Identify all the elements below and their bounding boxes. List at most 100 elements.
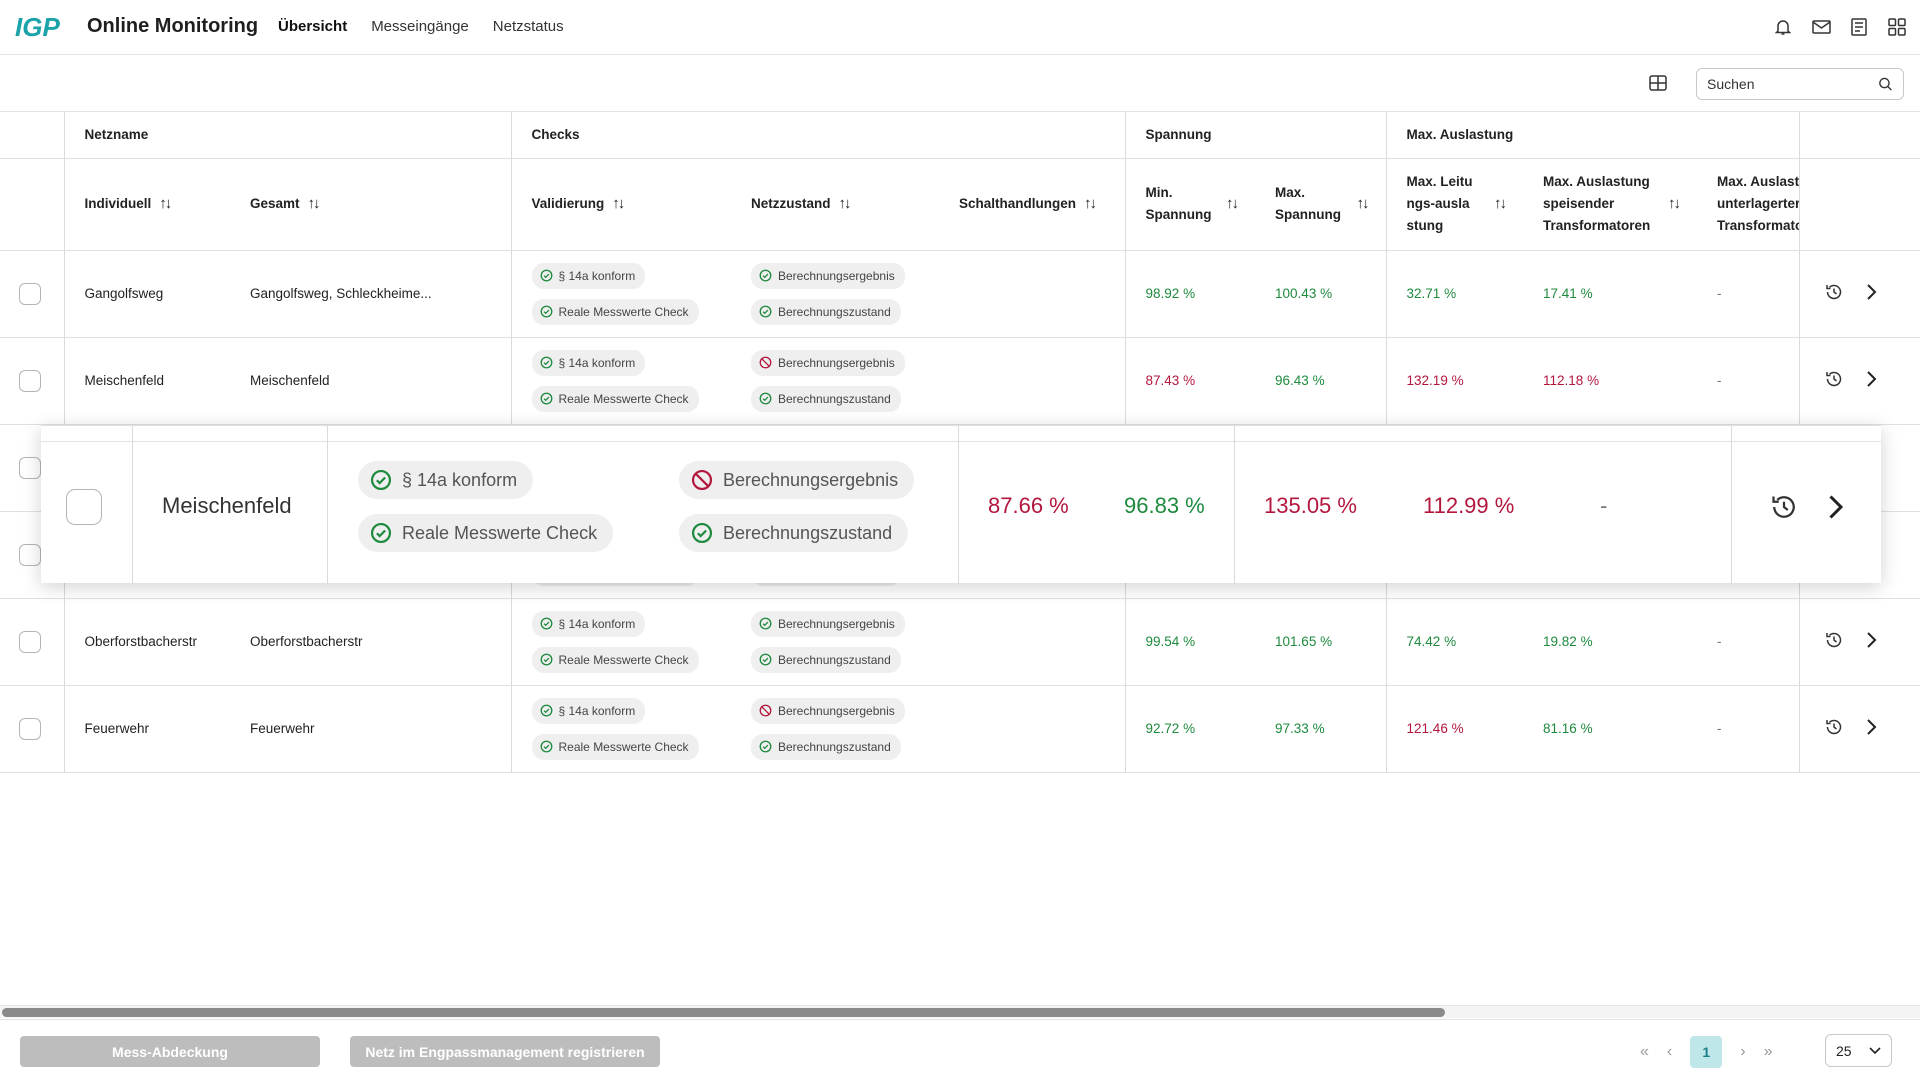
prev-page-icon[interactable]: ‹ [1666, 1043, 1673, 1060]
table-toolbar [0, 56, 1920, 112]
search-box [1696, 68, 1904, 100]
col-gesamt[interactable]: Gesamt ↑↓ [230, 158, 511, 251]
table-row[interactable]: Gangolfsweg Gangolfsweg, Schleckheime... §… [0, 250, 1920, 338]
bell-icon[interactable] [1772, 16, 1794, 38]
row-checkbox[interactable] [19, 717, 41, 740]
sort-icon[interactable]: ↑↓ [838, 195, 852, 213]
table-row[interactable]: Meischenfeld Meischenfeld § 14a konform Rea… [0, 337, 1920, 425]
col-individuell[interactable]: Individuell ↑↓ [63, 158, 230, 251]
search-input[interactable] [1707, 76, 1879, 92]
nav-uebersicht[interactable]: Übersicht [278, 18, 348, 35]
cell-gesamt: Oberforstbacherstr [230, 598, 511, 686]
search-icon[interactable] [1878, 76, 1893, 92]
preview-unterlagert: - [1600, 493, 1608, 518]
col-min-spannung[interactable]: Min. Spannung ↑↓ [1124, 158, 1256, 251]
cell-leitung: 132.19 % [1385, 337, 1524, 425]
sort-icon[interactable]: ↑↓ [1494, 195, 1507, 212]
cell-speisend: 17.41 % [1523, 250, 1698, 338]
footer: Mess-Abdeckung Netz im Engpassmanagement… [0, 1019, 1920, 1081]
col-max-leitungsauslastung[interactable]: Max. Leitungs-auslastung ↑↓ [1385, 158, 1524, 251]
page-button-current[interactable]: 1 [1690, 1036, 1723, 1068]
history-icon[interactable] [1824, 630, 1844, 653]
last-page-icon[interactable]: » [1763, 1043, 1773, 1060]
row-checkbox[interactable] [19, 369, 41, 392]
blocked-icon [759, 356, 772, 369]
row-checkbox[interactable] [19, 630, 41, 653]
history-icon[interactable] [1824, 717, 1844, 740]
horizontal-scrollbar[interactable] [0, 1005, 1920, 1018]
sort-icon[interactable]: ↑↓ [612, 195, 625, 213]
group-max-auslastung: Max. Auslastung [1385, 112, 1800, 159]
row-drag-preview[interactable]: Meischenfeld § 14a konform Reale Messwer… [41, 425, 1881, 584]
top-icons [1772, 16, 1908, 38]
sort-icon[interactable]: ↑↓ [1226, 195, 1239, 212]
document-icon[interactable] [1848, 16, 1870, 38]
sort-icon[interactable]: ↑↓ [1356, 195, 1370, 212]
apps-grid-icon[interactable] [1886, 16, 1908, 38]
cell-individuell: Feuerwehr [63, 685, 230, 773]
table-row[interactable]: Oberforstbacherstr Oberforstbacherstr § 14… [0, 598, 1920, 686]
cell-schalthandlungen [939, 337, 1126, 425]
next-page-icon[interactable]: › [1740, 1043, 1746, 1060]
col-schalthandlungen[interactable]: Schalthandlungen ↑↓ [939, 158, 1126, 251]
table-view-icon[interactable] [1648, 73, 1670, 95]
check-circle-icon [759, 653, 772, 666]
mess-abdeckung-button[interactable]: Mess-Abdeckung [20, 1036, 320, 1067]
cell-leitung: 74.42 % [1385, 598, 1524, 686]
sort-icon[interactable]: ↑↓ [1668, 195, 1681, 212]
preview-min-spannung: 87.66 % [988, 493, 1069, 518]
chip-zustand: Berechnungszustand [751, 385, 901, 412]
check-circle-icon [370, 469, 392, 491]
history-icon[interactable] [1769, 492, 1799, 527]
group-spannung: Spannung [1124, 112, 1387, 159]
col-netzzustand[interactable]: Netzzustand ↑↓ [731, 158, 939, 251]
chevron-right-icon[interactable] [1821, 492, 1849, 527]
col-max-spannung[interactable]: Max. Spannung ↑↓ [1255, 158, 1387, 251]
chip-ergebnis: Berechnungsergebnis [751, 610, 905, 637]
row-checkbox[interactable] [19, 456, 41, 479]
cell-max-spannung: 96.43 % [1255, 337, 1387, 425]
sort-icon[interactable]: ↑↓ [159, 195, 172, 213]
cell-gesamt: Gangolfsweg, Schleckheime... [230, 250, 511, 338]
row-checkbox[interactable] [19, 543, 41, 566]
chevron-right-icon[interactable] [1864, 717, 1878, 740]
chip-ergebnis: Berechnungsergebnis [751, 262, 905, 289]
check-circle-icon [540, 356, 552, 369]
chevron-right-icon[interactable] [1864, 630, 1878, 653]
chip-ergebnis: Berechnungsergebnis [751, 697, 905, 724]
row-checkbox[interactable] [19, 282, 41, 305]
check-circle-icon [370, 522, 392, 544]
check-circle-icon [759, 740, 772, 753]
chevron-right-icon[interactable] [1864, 282, 1878, 305]
page-size-select[interactable]: 25 [1825, 1034, 1892, 1067]
actions-col-header [1798, 112, 1920, 159]
company-logo[interactable]: IGP [15, 12, 63, 42]
sort-icon[interactable]: ↑↓ [307, 195, 321, 213]
engpass-register-button[interactable]: Netz im Engpassmanagement registrieren [350, 1036, 660, 1067]
blocked-icon [759, 704, 772, 717]
col-max-trafo-unterlagert[interactable]: Max. Auslastung unterlagerter Transforma… [1697, 158, 1800, 251]
chip-messwerte: Reale Messwerte Check [531, 733, 699, 760]
cell-schalthandlungen [939, 685, 1126, 773]
col-validierung[interactable]: Validierung ↑↓ [510, 158, 731, 251]
first-page-icon[interactable]: « [1640, 1043, 1649, 1060]
cell-individuell: Meischenfeld [63, 337, 230, 425]
history-icon[interactable] [1824, 282, 1844, 305]
top-bar: IGP Online Monitoring Übersicht Messeing… [0, 0, 1920, 55]
nav-netzstatus[interactable]: Netzstatus [492, 18, 564, 35]
nav-messeingaenge[interactable]: Messeingänge [371, 18, 469, 35]
table-row[interactable]: Feuerwehr Feuerwehr § 14a konform Reale Mes… [0, 685, 1920, 773]
check-circle-icon [759, 617, 772, 630]
mail-icon[interactable] [1810, 16, 1832, 38]
sort-icon[interactable]: ↑↓ [1084, 195, 1097, 213]
check-circle-icon [540, 704, 552, 717]
check-circle-icon [540, 269, 552, 282]
col-max-trafo-speisend[interactable]: Max. Auslastung speisender Transformator… [1523, 158, 1698, 251]
chip-messwerte: Reale Messwerte Check [531, 385, 699, 412]
history-icon[interactable] [1824, 369, 1844, 392]
pagination: « ‹ 1 › » [1640, 1036, 1772, 1068]
scrollbar-thumb[interactable] [2, 1008, 1445, 1017]
network-table: Netzname Checks Spannung Max. Auslastung… [0, 112, 1920, 773]
row-checkbox[interactable] [66, 489, 102, 525]
chevron-right-icon[interactable] [1864, 369, 1878, 392]
